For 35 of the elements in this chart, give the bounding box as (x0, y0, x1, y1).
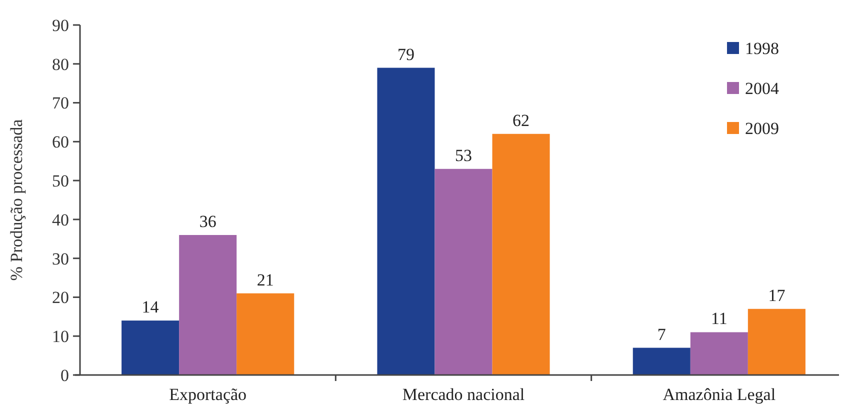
data-label: 79 (397, 44, 414, 64)
x-tick-label: Amazônia Legal (662, 385, 776, 404)
data-label: 11 (710, 309, 728, 328)
y-tick-label: 40 (52, 210, 69, 230)
y-tick-label: 70 (52, 94, 69, 113)
y-tick-label: 0 (60, 366, 69, 385)
y-tick-label: 80 (52, 54, 69, 74)
y-tick-label: 90 (52, 16, 69, 35)
y-tick-label: 50 (52, 172, 69, 191)
y-tick-label: 10 (52, 327, 69, 346)
y-axis-title: % Produção processada (7, 118, 26, 281)
x-tick-label: Mercado nacional (402, 385, 525, 404)
data-label: 36 (199, 212, 216, 231)
legend-label: 2009 (745, 118, 779, 138)
bar (492, 134, 550, 375)
y-tick-label: 20 (52, 288, 69, 308)
bar (179, 235, 237, 375)
bar (377, 68, 435, 375)
y-tick-label: 30 (52, 249, 69, 268)
data-label: 7 (657, 324, 666, 344)
x-tick-label: Exportação (169, 385, 247, 404)
y-tick-label: 60 (52, 132, 69, 152)
bar (690, 332, 748, 375)
data-label: 14 (142, 298, 160, 317)
data-label: 53 (455, 146, 472, 165)
bar (122, 320, 180, 375)
legend-label: 1998 (745, 38, 779, 58)
bar (748, 308, 806, 375)
bar (236, 293, 294, 375)
bar (434, 168, 492, 375)
data-label: 21 (256, 270, 274, 290)
data-label: 62 (512, 110, 530, 130)
data-label: 17 (768, 286, 786, 305)
bar (632, 348, 690, 375)
legend-label: 2004 (745, 78, 780, 98)
